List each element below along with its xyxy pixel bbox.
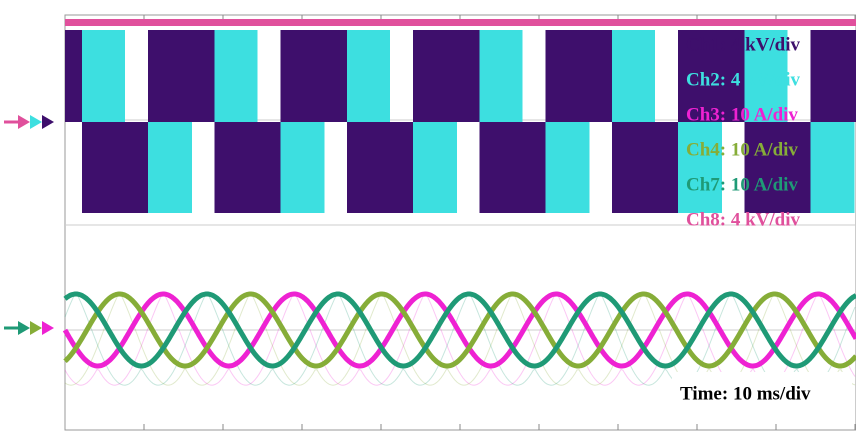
time-base: Time: 10 ms/div bbox=[680, 383, 811, 404]
pulse bbox=[65, 30, 82, 122]
pulse bbox=[480, 122, 546, 213]
pulse bbox=[480, 30, 523, 122]
legend-entry: Ch2: 4 kV/div bbox=[686, 69, 801, 90]
pulse bbox=[82, 122, 148, 213]
pulse bbox=[148, 122, 192, 213]
legend-entry: Ch4: 10 A/div bbox=[686, 139, 798, 160]
pulse bbox=[811, 122, 855, 213]
legend-entry: Ch3: 10 A/div bbox=[686, 104, 798, 125]
legend-entry: Ch1: 4 kV/div bbox=[686, 34, 801, 55]
trace-ch8 bbox=[65, 19, 856, 26]
pulse bbox=[347, 122, 413, 213]
pulse bbox=[612, 30, 655, 122]
pulse bbox=[281, 122, 325, 213]
pulse bbox=[215, 122, 281, 213]
pulse bbox=[148, 30, 215, 122]
pulse bbox=[347, 30, 390, 122]
pulse bbox=[678, 122, 722, 213]
pulse bbox=[82, 30, 125, 122]
oscilloscope-screen: Time: 10 ms/div Ch1: 4 kV/div Ch2: 4 kV/d… bbox=[0, 0, 856, 433]
pulse bbox=[413, 30, 480, 122]
pulse bbox=[215, 30, 258, 122]
pulse bbox=[546, 30, 613, 122]
legend-entry: Ch7: 10 A/div bbox=[686, 174, 798, 195]
pulse bbox=[281, 30, 348, 122]
legend-entry: Ch8: 4 kV/div bbox=[686, 209, 801, 230]
pulse bbox=[413, 122, 457, 213]
pulse bbox=[546, 122, 590, 213]
pulse bbox=[612, 122, 678, 213]
pulse bbox=[745, 122, 811, 213]
